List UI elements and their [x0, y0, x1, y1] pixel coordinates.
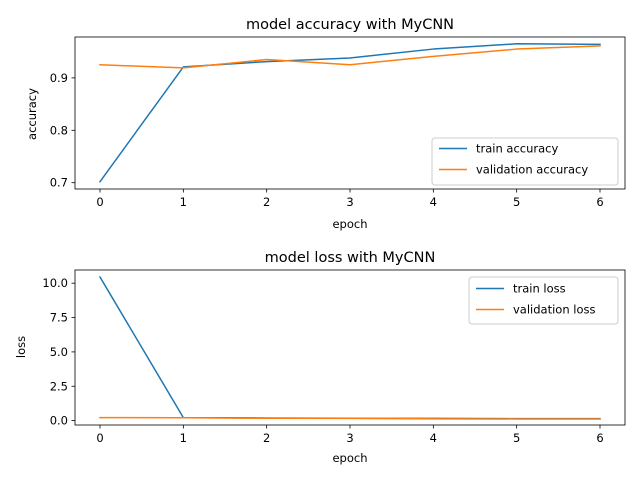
accuracy-ylabel: accuracy	[25, 88, 39, 140]
accuracy-ytick-label: 0.7	[50, 176, 68, 190]
accuracy-series-line-1	[99, 45, 601, 69]
loss-ytick-label: 5.0	[50, 345, 68, 359]
accuracy-xtick-label: 0	[96, 195, 103, 209]
accuracy-xtick-label: 3	[346, 195, 353, 209]
accuracy-legend: train accuracy validation accuracy	[431, 137, 619, 186]
loss-ytick-label: 2.5	[50, 379, 68, 393]
loss-xtick-label: 4	[430, 431, 437, 445]
loss-ytick-label: 7.5	[50, 311, 68, 325]
loss-xtick-label: 3	[346, 431, 353, 445]
accuracy-subplot: model accuracy with MyCNN 0 1 2 3 4 5 60.70.80…	[25, 17, 626, 231]
accuracy-title: model accuracy with MyCNN	[246, 17, 454, 33]
loss-subplot: model loss with MyCNN 0 1 2 3 4 5 6 0.0 2.5 5.0 7.…	[14, 250, 626, 465]
loss-xtick-label: 0	[96, 431, 103, 445]
loss-xlabel: epoch	[332, 451, 367, 465]
accuracy-ytick-label: 0.8	[50, 123, 68, 137]
accuracy-plot-area: 0 1 2 3 4 5 6 0.7 0.8 0.9	[50, 36, 626, 209]
accuracy-xtick-label: 5	[513, 195, 520, 209]
legend-label-train-accuracy: train accuracy	[476, 142, 559, 156]
loss-xtick-label: 6	[596, 431, 603, 445]
accuracy-legend-box	[431, 137, 619, 186]
loss-xtick-label: 5	[513, 431, 520, 445]
accuracy-xtick-label: 2	[263, 195, 270, 209]
legend-label-train-loss: train loss	[513, 282, 566, 296]
accuracy-xtick-label: 4	[430, 195, 437, 209]
loss-ylabel: loss	[14, 336, 28, 358]
accuracy-xtick-label: 6	[596, 195, 603, 209]
accuracy-xtick-label: 1	[180, 195, 187, 209]
legend-label-validation-accuracy: validation accuracy	[476, 163, 588, 177]
loss-title: model loss with MyCNN	[265, 250, 436, 266]
loss-xtick-label: 2	[263, 431, 270, 445]
loss-ytick-label: 10.0	[42, 276, 68, 290]
accuracy-series-line-0	[98, 43, 601, 183]
accuracy-xlabel: epoch	[332, 217, 367, 231]
loss-ytick-label: 0.0	[50, 414, 68, 428]
accuracy-ytick-label: 0.9	[50, 71, 68, 85]
loss-legend: train loss validation loss	[468, 276, 619, 325]
loss-legend-box	[468, 276, 619, 325]
loss-xtick-label: 1	[180, 431, 187, 445]
loss-series-line-1	[99, 416, 601, 420]
loss-plot-area: 0 1 2 3 4 5 6 0.0 2.5 5.0 7.5 10.0	[42, 269, 626, 445]
legend-label-validation-loss: validation loss	[513, 303, 596, 317]
